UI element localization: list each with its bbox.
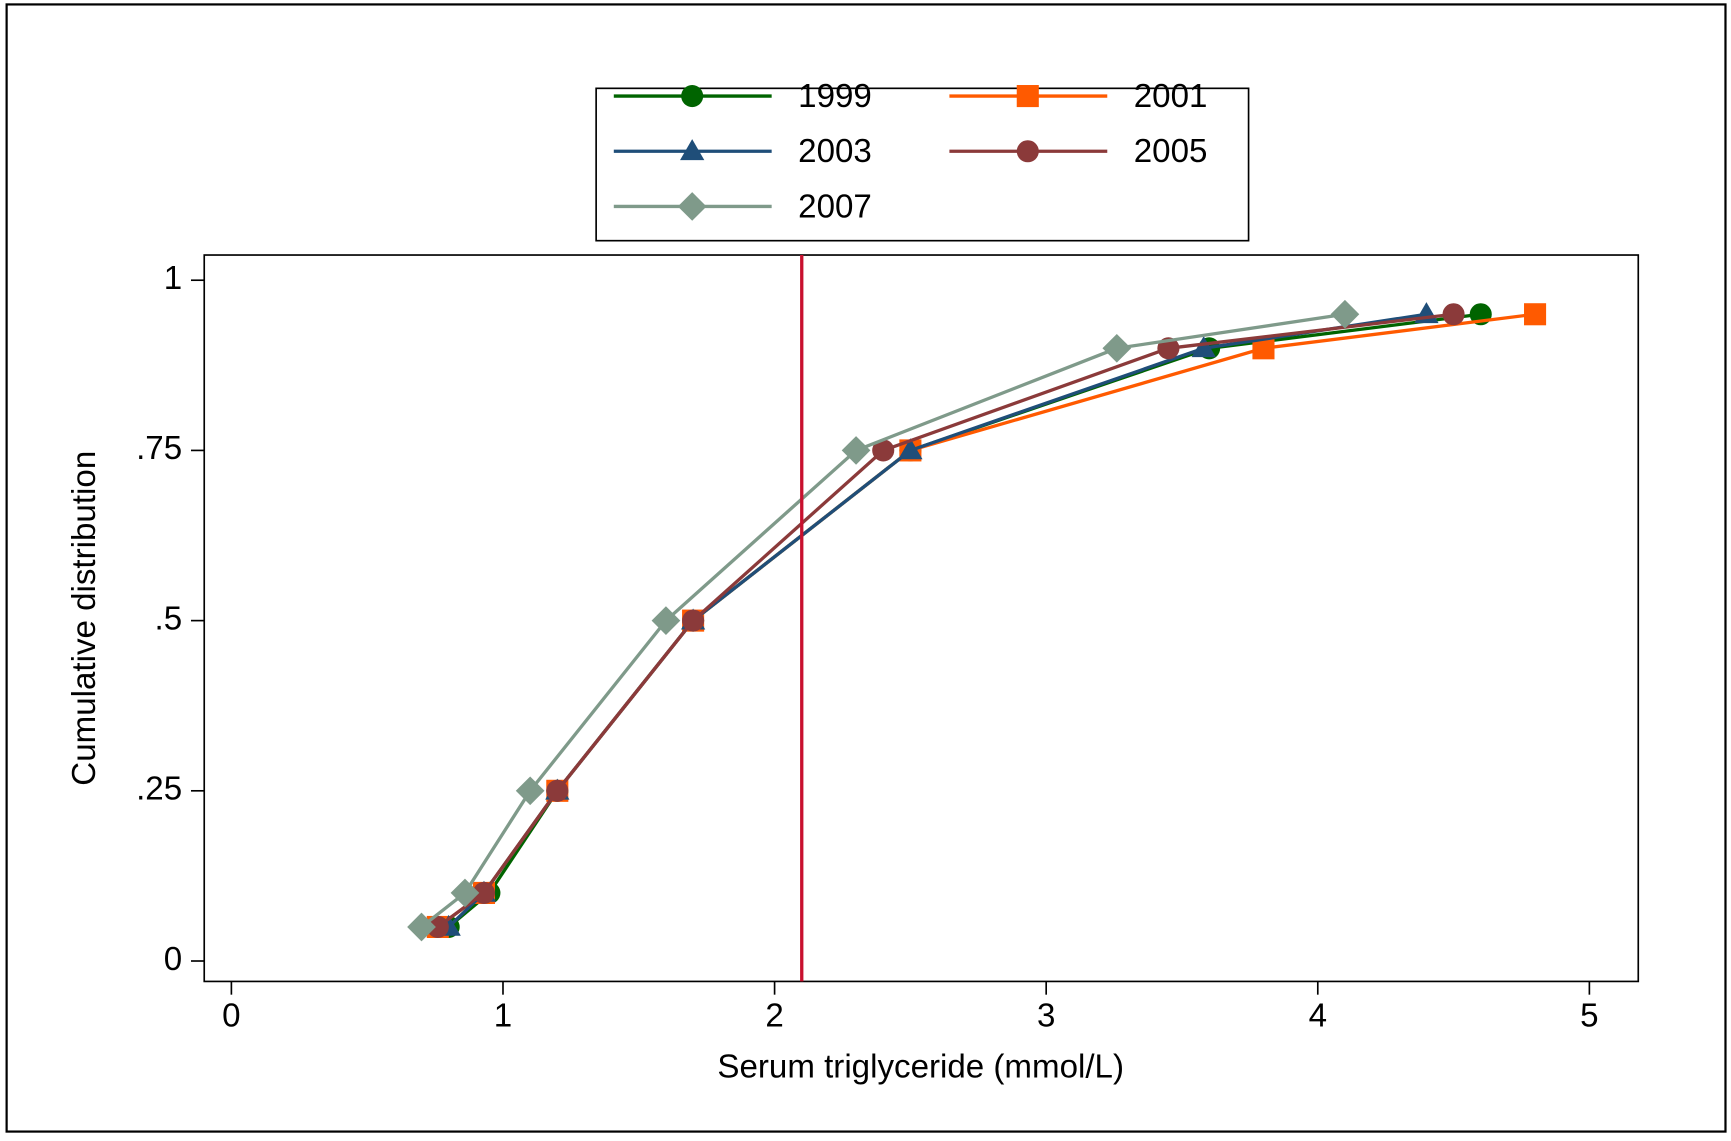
legend-box (595, 87, 1250, 242)
y-tick-label: .5 (155, 600, 183, 637)
marker (651, 606, 681, 635)
y-tick-label: .75 (136, 430, 182, 467)
y-tick-label: .25 (136, 771, 182, 808)
marker (1442, 303, 1465, 326)
marker (681, 85, 704, 108)
x-axis-title: Serum triglyceride (mmol/L) (717, 1048, 1124, 1085)
marker (1252, 337, 1275, 360)
plot-area (203, 254, 1640, 983)
marker (1016, 140, 1039, 163)
y-tick-label: 0 (164, 941, 182, 978)
legend-label: 2005 (1134, 133, 1208, 170)
marker (898, 438, 923, 460)
marker (872, 439, 895, 462)
marker (682, 609, 705, 632)
marker (680, 139, 705, 161)
marker (1330, 299, 1360, 329)
x-tick-label: 5 (1580, 998, 1598, 1035)
y-axis-title: Cumulative distribution (66, 451, 103, 786)
x-tick-label: 3 (1037, 998, 1055, 1035)
legend-label: 2001 (1134, 78, 1208, 115)
marker (426, 915, 449, 939)
marker (677, 192, 707, 221)
legend-label: 2003 (798, 133, 872, 170)
marker (515, 776, 545, 806)
x-tick-label: 4 (1309, 998, 1327, 1035)
marker (841, 436, 871, 465)
legend-label: 2007 (798, 188, 872, 225)
marker (1016, 85, 1039, 108)
legend-label: 1999 (798, 78, 872, 115)
marker (407, 912, 436, 942)
marker (1191, 336, 1216, 358)
marker (1524, 303, 1547, 326)
marker (546, 779, 569, 802)
y-tick-label: 1 (164, 260, 182, 297)
x-tick-label: 2 (765, 998, 783, 1035)
x-tick-label: 1 (494, 998, 512, 1035)
x-tick-label: 0 (222, 998, 240, 1035)
marker (472, 881, 496, 904)
